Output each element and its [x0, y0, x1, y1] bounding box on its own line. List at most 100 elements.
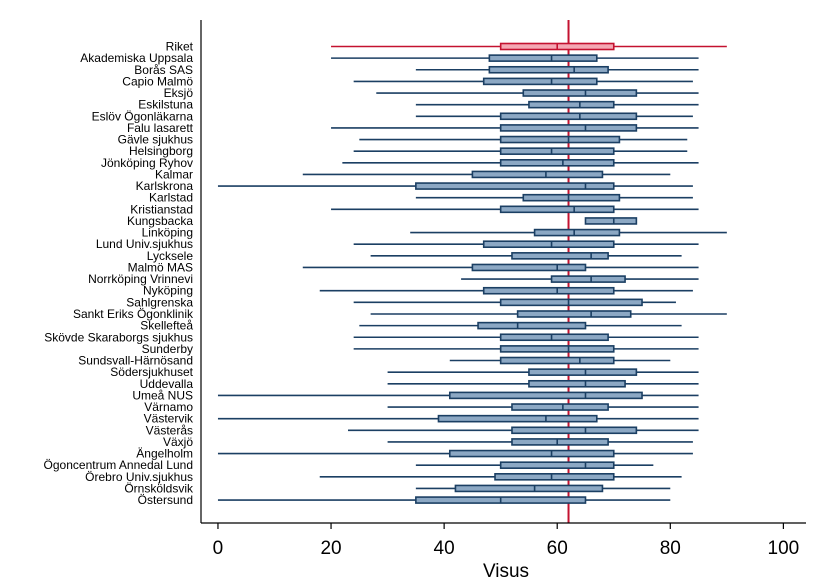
iqr-box: [528, 379, 626, 388]
box-30: [387, 379, 699, 388]
box-16: [584, 217, 638, 225]
box-40: [217, 496, 671, 504]
category-label: Norrköping Vrinnevi: [88, 272, 193, 286]
iqr-box: [511, 403, 609, 411]
category-label: Linköping: [142, 226, 193, 240]
box-9: [359, 135, 688, 144]
x-tick-label: 60: [547, 538, 568, 559]
iqr-box: [499, 159, 615, 167]
category-label: Malmö MAS: [128, 260, 193, 274]
category-label: Eksjö: [164, 86, 194, 100]
iqr-box: [528, 368, 638, 376]
box-19: [370, 252, 682, 260]
category-label: Eslöv Ögonläkarna: [92, 109, 194, 123]
box-31: [217, 391, 699, 400]
category-label: Östersund: [138, 493, 193, 507]
boxes-layer: [217, 42, 727, 504]
iqr-box: [415, 182, 615, 190]
box-5: [376, 89, 699, 97]
category-label: Jönköping Ryhov: [101, 156, 193, 170]
box-2: [331, 54, 699, 62]
category-label: Sunderby: [142, 342, 193, 356]
box-10: [353, 147, 688, 155]
iqr-box: [482, 240, 615, 249]
category-label: Ögoncentrum Annedal Lund: [44, 458, 193, 472]
x-tick-label: 40: [434, 538, 455, 559]
category-label: Sankt Eriks Ögonklinik: [73, 307, 194, 321]
iqr-box: [511, 438, 609, 446]
category-label: Örebro Univ.sjukhus: [85, 470, 193, 484]
iqr-box: [477, 321, 587, 330]
x-tick-label: 0: [213, 538, 224, 559]
iqr-box: [499, 147, 615, 155]
iqr-box: [499, 112, 638, 121]
box-35: [387, 438, 693, 446]
category-label: Helsingborg: [129, 144, 193, 158]
iqr-box: [522, 89, 638, 97]
box-21: [461, 275, 699, 283]
iqr-box: [448, 391, 643, 400]
category-label: Värnamo: [144, 400, 193, 414]
box-3: [415, 65, 699, 74]
box-29: [387, 368, 699, 376]
box-1: [331, 42, 727, 51]
iqr-box: [499, 135, 621, 144]
iqr-box: [511, 252, 609, 260]
iqr-box: [528, 100, 615, 109]
category-label: Karlskrona: [136, 179, 194, 193]
iqr-box: [488, 65, 609, 74]
box-26: [353, 333, 699, 342]
category-label: Capio Malmö: [122, 74, 193, 88]
iqr-box: [494, 473, 615, 481]
box-36: [217, 449, 693, 458]
box-33: [217, 414, 699, 423]
category-label: Borås SAS: [134, 63, 193, 77]
iqr-box: [584, 217, 638, 225]
iqr-box: [471, 170, 604, 179]
box-24: [370, 310, 727, 318]
category-label: Örnsköldsvik: [124, 481, 194, 495]
box-15: [331, 205, 699, 214]
iqr-box: [499, 124, 638, 132]
category-label: Kristianstad: [130, 202, 193, 216]
box-23: [353, 298, 676, 307]
iqr-box: [499, 345, 615, 353]
box-17: [410, 228, 727, 237]
iqr-box: [499, 205, 615, 214]
category-label: Sundsvall-Härnösand: [78, 354, 193, 368]
category-label: Riket: [166, 40, 194, 54]
iqr-box: [499, 461, 615, 469]
x-ticks-layer: 0 20 40 60 80 100: [213, 523, 799, 559]
category-label: Lund Univ.sjukhus: [96, 237, 193, 251]
iqr-box: [471, 263, 587, 272]
category-label: Uddevalla: [140, 377, 194, 391]
box-38: [319, 473, 682, 481]
category-label: Umeå NUS: [132, 388, 193, 402]
box-7: [415, 112, 693, 121]
category-label: Karlstad: [149, 191, 193, 205]
iqr-box: [533, 228, 621, 237]
iqr-box: [482, 286, 615, 295]
x-tick-label: 20: [320, 538, 341, 559]
category-label: Eskilstuna: [138, 98, 193, 112]
category-label: Västervik: [144, 412, 194, 426]
category-label: Nyköping: [143, 284, 193, 298]
box-28: [449, 356, 671, 365]
iqr-box: [550, 275, 626, 283]
box-8: [331, 124, 699, 132]
box-13: [217, 182, 693, 190]
box-18: [353, 240, 699, 249]
iqr-box: [499, 356, 615, 365]
category-label: Falu lasarett: [127, 121, 194, 135]
box-27: [353, 345, 699, 353]
iqr-box: [482, 77, 598, 86]
iqr-box: [499, 333, 609, 342]
category-label: Västerås: [146, 423, 193, 437]
category-label: Södersjukhuset: [110, 365, 193, 379]
axes-layer: [200, 20, 806, 524]
category-label: Skövde Skaraborgs sjukhus: [44, 330, 193, 344]
box-25: [359, 321, 682, 330]
iqr-box: [454, 484, 604, 493]
